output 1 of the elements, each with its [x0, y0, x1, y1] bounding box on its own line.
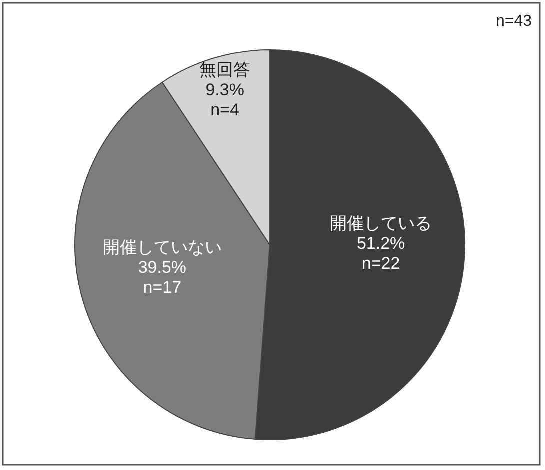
- text: n=43: [496, 13, 532, 30]
